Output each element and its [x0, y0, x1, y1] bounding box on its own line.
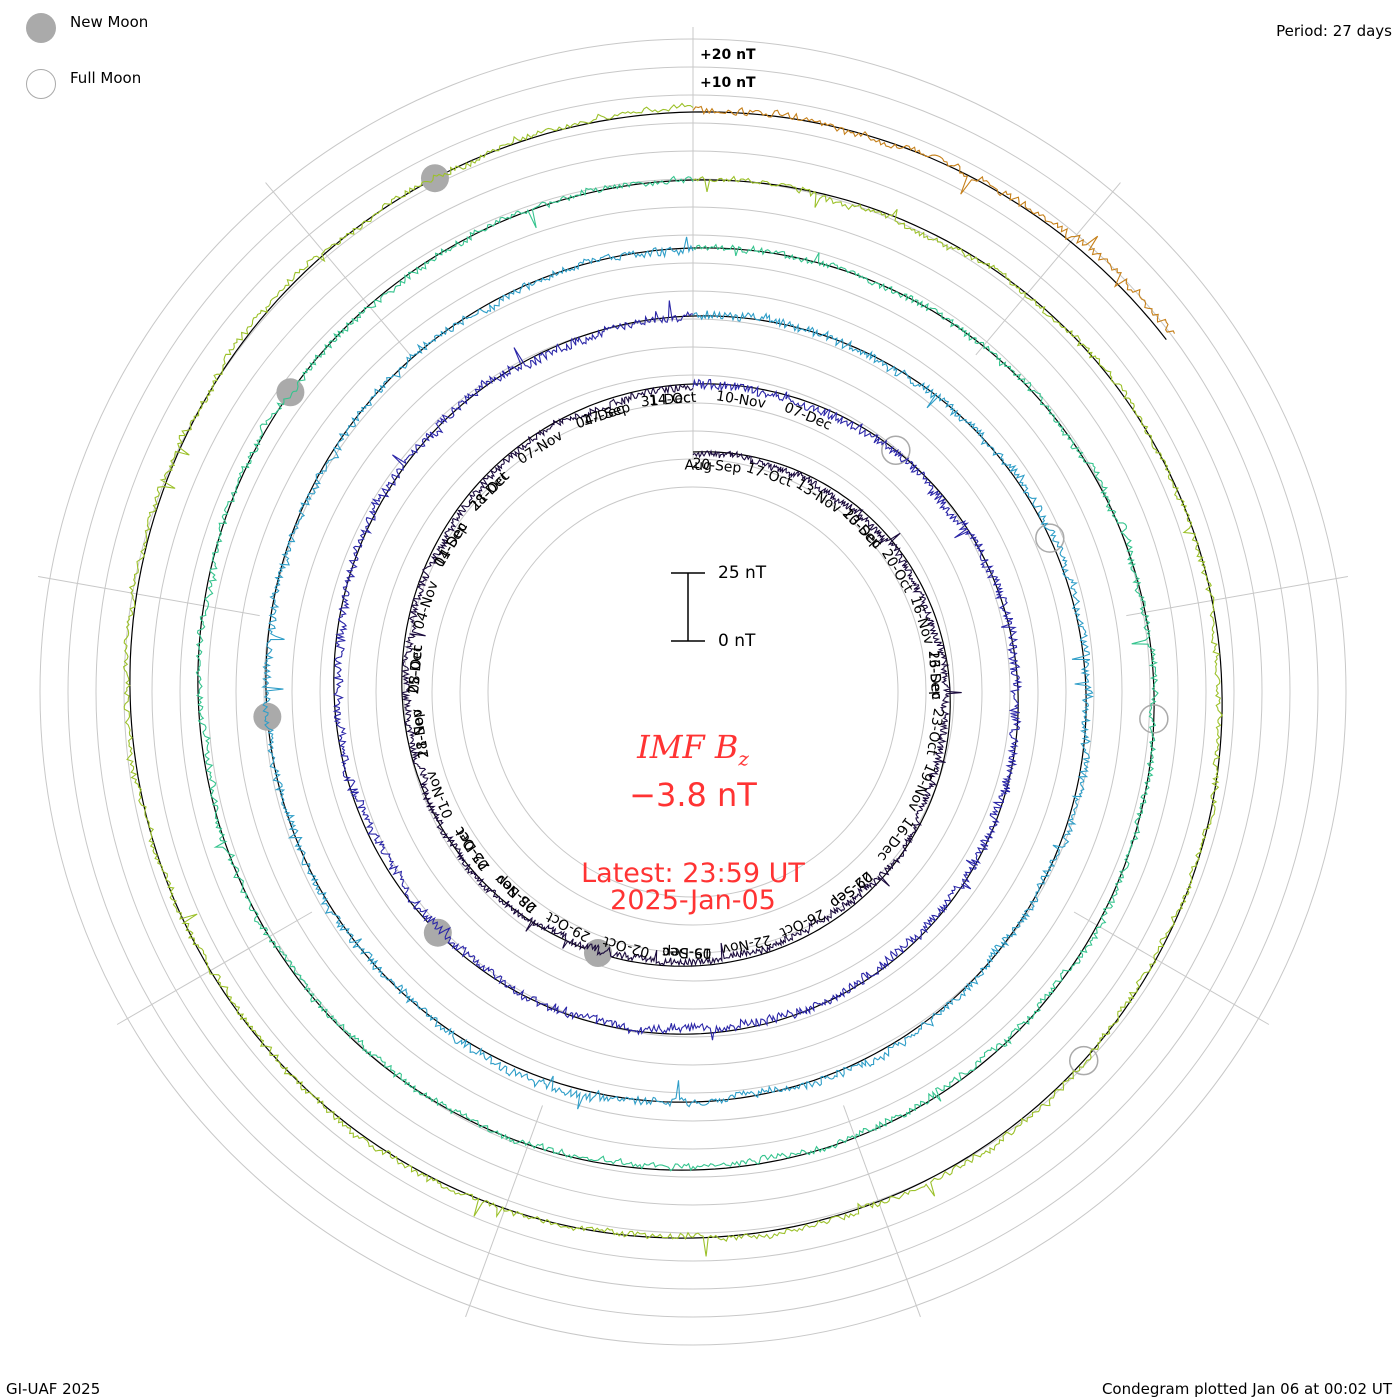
parameter-title: IMF Bz: [0, 728, 1386, 770]
day-label: 13-Dec: [925, 650, 944, 701]
day-label: 11-Sep: [409, 708, 432, 759]
day-label: 13-Nov: [793, 476, 844, 517]
credit-label: GI-UAF 2025: [6, 1380, 101, 1398]
full-moon-marker: [1068, 1045, 1099, 1076]
zero-reference-spirals: [129, 111, 1223, 1239]
scale-bar: [671, 572, 705, 642]
period-label: Period: 27 days: [1276, 22, 1392, 40]
series-line-1: [401, 383, 962, 968]
new-moon-marker: [253, 702, 282, 731]
day-label: 20-Sep: [691, 456, 742, 477]
zero-reference-spiral: [265, 247, 1087, 1103]
scale-bar-bottom-label: 0 nT: [718, 631, 756, 651]
zero-reference-spiral: [333, 315, 1019, 1035]
legend-new-moon-label: New Moon: [70, 13, 149, 31]
latest-date: 2025-Jan-05: [610, 885, 776, 916]
day-label: Aug: [684, 457, 712, 474]
parameter-name: IMF B: [637, 728, 739, 766]
radial-spoke: [265, 182, 411, 356]
day-label: 26-Sep: [925, 650, 944, 700]
parameter-subscript: z: [738, 746, 749, 771]
day-label: 10-Nov: [715, 388, 767, 412]
day-label: 17-Sep: [580, 399, 632, 429]
full-moon-marker: [881, 435, 911, 466]
zero-reference-spiral: [401, 383, 951, 967]
zero-reference-spiral: [129, 111, 1223, 1239]
series-line-3: [261, 236, 1095, 1110]
radial-spoke: [975, 182, 1121, 356]
zero-reference-spiral: [197, 179, 1155, 1171]
new-moon-marker: [276, 378, 305, 407]
plotted-timestamp: Condegram plotted Jan 06 at 00:02 UT: [1101, 1380, 1392, 1398]
series-line-5: [122, 102, 1224, 1257]
radial-spoke: [1073, 911, 1270, 1025]
radial-spoke: [38, 576, 260, 617]
series-line-2: [332, 300, 1023, 1041]
full-moon-icon: [26, 69, 56, 99]
data-series: [122, 102, 1224, 1257]
day-label: 14-Oct: [648, 390, 697, 409]
radial-spoke: [1126, 576, 1348, 617]
series-line-4: [195, 175, 1159, 1172]
scale-bar-top-label: 25 nT: [718, 563, 767, 583]
ring-reference-plus20: +20 nT: [700, 47, 756, 63]
full-moon-marker: [1035, 523, 1065, 553]
new-moon-icon: [26, 13, 56, 43]
day-label: 23-Sep: [839, 506, 885, 553]
grid-ring: [487, 486, 899, 898]
zero-reference-spiral: [692, 111, 1167, 340]
day-label: 25-Dec: [406, 644, 426, 695]
day-label: 31-Dec: [640, 390, 691, 411]
current-value: −3.8 nT: [629, 776, 757, 814]
series-line-6: [692, 105, 1176, 334]
ring-reference-plus10: +10 nT: [700, 75, 756, 91]
day-label: 23-Oct: [923, 707, 947, 757]
day-label: 28-Nov: [409, 707, 432, 759]
radial-spokes: [38, 27, 1348, 1318]
new-moon-marker: [423, 918, 452, 947]
new-moon-marker: [420, 164, 449, 193]
legend-full-moon-label: Full Moon: [70, 69, 142, 87]
radial-spoke: [116, 911, 313, 1025]
full-moon-marker: [1139, 704, 1169, 734]
latest-time: Latest: 23:59 UT: [581, 858, 805, 889]
radial-spoke: [843, 1105, 921, 1318]
day-label: 19-Dec: [662, 944, 712, 961]
day-label: 08-Oct: [406, 645, 426, 694]
day-label: 05-Sep: [662, 944, 712, 961]
